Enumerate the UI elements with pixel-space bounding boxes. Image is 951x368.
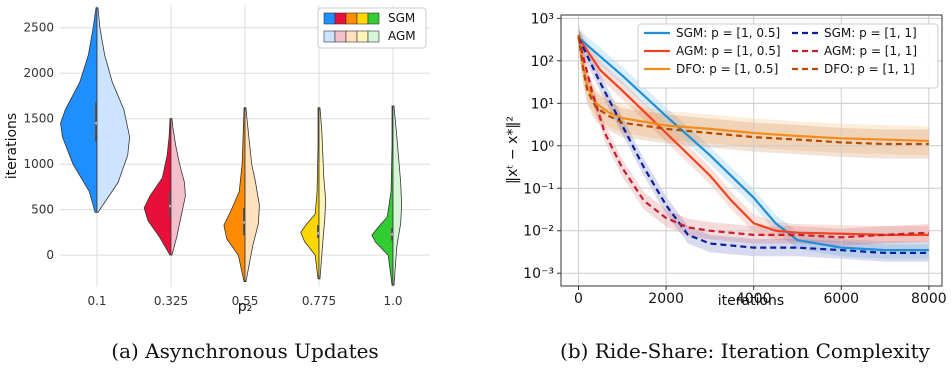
violin-legend-swatch	[345, 30, 358, 43]
line-series-path	[577, 37, 929, 239]
line-x-tick-label: 8000	[911, 291, 947, 307]
line-legend-entry: AGM: p = [1, 0.5]	[676, 44, 781, 58]
line-y-tick-label: 10¹	[531, 96, 554, 112]
line-x-axis-label: iterations	[718, 293, 784, 309]
line-legend-entry: SGM: p = [1, 0.5]	[676, 26, 780, 40]
line-series-path	[577, 37, 929, 236]
violin-y-tick-label: 2000	[23, 66, 54, 80]
violin-half	[318, 107, 327, 280]
violin-legend-swatch	[323, 12, 336, 25]
violin-half	[244, 107, 260, 282]
line-legend: SGM: p = [1, 0.5] AGM: p = [1, 0.5] DFO: p…	[637, 23, 939, 89]
violin-bodies	[60, 7, 403, 286]
line-legend-box	[637, 23, 939, 89]
line-series-path	[577, 36, 929, 252]
line-caption: (b) Ride-Share: Iteration Complexity	[560, 339, 931, 363]
violin-legend-swatch	[334, 12, 347, 25]
violin-y-tick-label: 2500	[23, 21, 54, 35]
line-grid	[561, 15, 942, 286]
violin-y-tick-label: 1500	[23, 112, 54, 126]
violin-x-tick-label: 0.55	[232, 294, 259, 308]
line-y-tick-label: 10⁻³	[523, 266, 554, 282]
violin-y-ticks: 0 500 1000 1500 2000 2500	[23, 21, 54, 262]
violin-x-tick-label: 0.775	[302, 294, 336, 308]
line-legend-entry: SGM: p = [1, 1]	[824, 26, 917, 40]
violin-legend-swatch	[323, 30, 336, 43]
line-x-tick-label: 4000	[736, 291, 772, 307]
violin-legend-entry: AGM	[388, 29, 416, 43]
violin-y-axis-label: iterations	[4, 113, 20, 179]
line-x-tick-label: 2000	[648, 291, 684, 307]
violin-legend: SGM AGM	[317, 7, 427, 49]
line-legend-entry: DFO: p = [1, 1]	[824, 62, 915, 76]
violin-half	[96, 7, 131, 213]
line-y-tick-label: 10⁻²	[523, 224, 554, 240]
violin-x-tick-label: 0.1	[87, 294, 106, 308]
line-y-tick-label: 10³	[531, 11, 554, 27]
violin-y-tick-label: 1000	[23, 157, 54, 171]
violin-legend-swatch	[345, 12, 358, 25]
violin-x-ticks: 0.1 0.325 0.55 0.775 1.0	[87, 294, 402, 308]
line-plot-frame	[560, 14, 943, 287]
violin-x-tick-label: 0.325	[154, 294, 188, 308]
line-y-tick-label: 10²	[531, 54, 554, 70]
line-series	[577, 35, 929, 255]
line-y-ticks: 10⁻³ 10⁻² 10⁻¹ 10⁰ 10¹ 10² 10³	[523, 11, 561, 282]
line-legend-entry: DFO: p = [1, 0.5]	[676, 62, 778, 76]
line-y-tick-label: 10⁻¹	[523, 181, 554, 197]
line-x-tick-label: 6000	[823, 291, 859, 307]
violin-half	[170, 118, 186, 256]
violin-legend-swatch	[367, 12, 380, 25]
line-chart: 10⁻³ 10⁻² 10⁻¹ 10⁰ 10¹ 10² 10³ 0 2000 4000 6000 80…	[505, 11, 947, 363]
violin-legend-swatch	[356, 30, 369, 43]
violin-y-tick-label: 500	[31, 203, 54, 217]
violin-legend-swatch	[356, 12, 369, 25]
violin-x-axis-label: p₂	[238, 299, 253, 315]
line-y-tick-label: 10⁰	[531, 139, 555, 155]
violin-caption: (a) Asynchronous Updates	[111, 339, 378, 363]
line-series-path	[577, 35, 929, 146]
violin-legend-swatch	[334, 30, 347, 43]
line-legend-entry: AGM: p = [1, 1]	[824, 44, 917, 58]
line-x-tick-label: 0	[574, 291, 583, 307]
violin-x-tick-label: 1.0	[383, 294, 402, 308]
line-x-ticks: 0 2000 4000 6000 8000	[574, 286, 947, 307]
violin-legend-swatch	[367, 30, 380, 43]
violin-chart: 0 500 1000 1500 2000 2500 0.1 0.325 0.55 0.775 1.…	[4, 5, 430, 363]
violin-legend-entry: SGM	[388, 11, 415, 25]
violin-half	[392, 105, 403, 286]
line-y-axis-label: ‖xᵗ − x*‖²	[505, 116, 521, 184]
violin-y-tick-label: 0	[46, 248, 54, 262]
line-series-path	[577, 37, 929, 255]
